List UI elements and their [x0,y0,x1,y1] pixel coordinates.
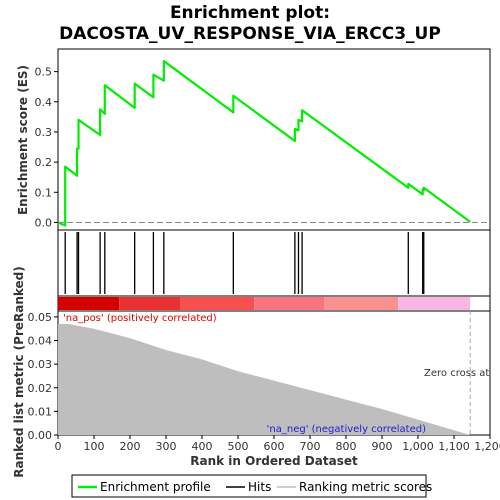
legend-metric-label: Ranking metric scores [299,480,432,494]
metric-y-tick-label: 0.03 [28,358,53,371]
heatmap-segment [58,297,120,310]
legend-hits-label: Hits [248,480,271,494]
rank-heatmap [58,297,471,310]
es-y-label: Enrichment score (ES) [16,65,30,215]
title-line-2: DACOSTA_UV_RESPONSE_VIA_ERCC3_UP [59,24,441,44]
x-tick-label: 1,100 [438,440,470,453]
es-y-axis: 0.0 0.1 0.2 0.3 0.4 0.5 [35,66,58,229]
legend-box [71,474,427,498]
legend-es-label: Enrichment profile [100,480,211,494]
x-tick-label: 100 [84,440,105,453]
metric-y-tick-label: 0.05 [28,311,53,324]
heatmap-segment [398,297,471,310]
x-tick-label: 400 [192,440,213,453]
x-tick-label: 200 [120,440,141,453]
neg-correlated-label: 'na_neg' (negatively correlated) [267,424,426,435]
x-axis-label: Rank in Ordered Dataset [190,454,358,468]
es-y-tick-label: 0.4 [35,96,53,109]
es-y-tick-label: 0.1 [35,186,53,199]
heatmap-segment [180,297,255,310]
metric-y-tick-label: 0.04 [28,335,53,348]
metric-y-axis: 0.00 0.01 0.02 0.03 0.04 0.05 [28,311,58,442]
es-line [57,59,471,227]
metric-y-tick-label: 0.01 [28,405,53,418]
x-tick-label: 500 [228,440,249,453]
es-y-tick-label: 0.2 [35,156,53,169]
x-tick-label: 800 [336,440,357,453]
metric-area-group [58,311,471,435]
es-y-tick-label: 0.5 [35,66,53,79]
es-y-tick-label: 0.3 [35,126,53,139]
x-axis: 0 100 200 300 400 500 600 700 800 900 1,000 1,100 1,… [55,435,500,453]
metric-y-tick-label: 0.02 [28,382,53,395]
title-line-1: Enrichment plot: [170,3,330,23]
heatmap-segment [254,297,325,310]
metric-y-label: Ranked list metric (PreRanked) [12,266,26,478]
es-panel [57,48,491,231]
heatmap-segment [324,297,399,310]
es-y-tick-label: 0.0 [35,216,53,229]
metric-area [58,323,471,435]
x-tick-label: 600 [264,440,285,453]
hits-panel [57,229,491,297]
x-tick-label: 900 [372,440,393,453]
x-tick-label: 1,000 [402,440,434,453]
x-tick-label: 700 [300,440,321,453]
x-tick-label: 0 [55,440,62,453]
pos-correlated-label: 'na_pos' (positively correlated) [63,313,217,324]
heatmap-segment [119,297,181,310]
metric-y-tick-label: 0.00 [28,429,53,442]
x-tick-label: 1,200 [474,440,500,453]
zero-cross-label: Zero cross at [424,368,489,379]
x-tick-label: 300 [156,440,177,453]
es-line-group [57,59,471,227]
hit-lines [64,232,425,294]
